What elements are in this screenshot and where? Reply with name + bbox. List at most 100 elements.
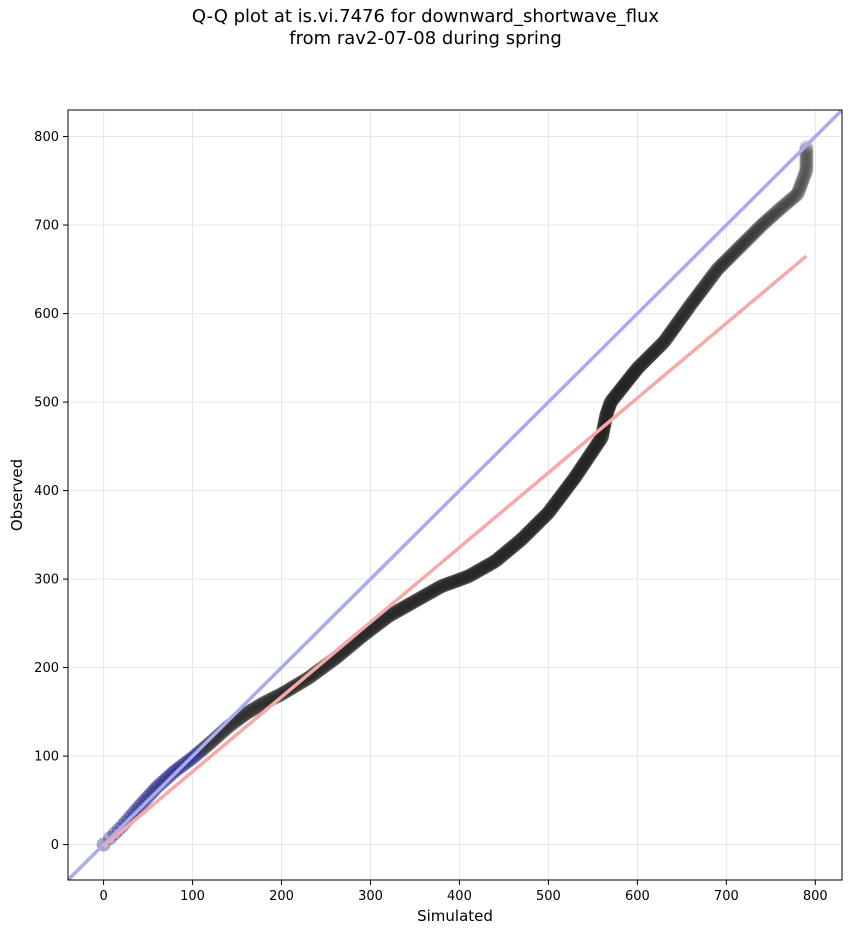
y-tick-label: 800 — [34, 130, 59, 145]
qq-point — [576, 458, 591, 473]
qq-point — [798, 166, 813, 181]
qq-point — [466, 566, 481, 581]
qq-point — [705, 268, 720, 283]
qq-point — [653, 338, 668, 353]
qq-point — [789, 188, 804, 203]
qq-point — [441, 576, 456, 591]
qq-point — [661, 328, 676, 343]
qq-point — [752, 220, 767, 235]
qq-point — [744, 228, 759, 243]
qq-point — [755, 217, 770, 232]
qq-point — [599, 406, 614, 421]
x-tick-label: 100 — [180, 889, 205, 904]
qq-point — [699, 277, 714, 292]
qq-point — [539, 507, 554, 522]
qq-point — [467, 565, 482, 580]
qq-point — [589, 438, 604, 453]
qq-point — [799, 153, 814, 168]
y-tick-label: 500 — [34, 396, 59, 411]
qq-point — [721, 251, 736, 266]
qq-point — [568, 469, 583, 484]
qq-point — [666, 322, 681, 337]
qq-point — [680, 302, 695, 317]
qq-point — [442, 576, 457, 591]
y-tick-label: 400 — [34, 484, 59, 499]
qq-point — [191, 746, 206, 761]
qq-point — [683, 298, 698, 313]
qq-point — [569, 468, 584, 483]
qq-point — [679, 303, 694, 318]
qq-point — [688, 291, 703, 306]
qq-point — [513, 533, 528, 548]
qq-point — [799, 151, 814, 166]
qq-point — [610, 386, 625, 401]
qq-point — [433, 579, 448, 594]
qq-point — [517, 529, 532, 544]
qq-point — [552, 490, 567, 505]
qq-point — [626, 366, 641, 381]
qq-point — [783, 193, 798, 208]
qq-point — [425, 584, 440, 599]
qq-point — [791, 184, 806, 199]
qq-point — [734, 238, 749, 253]
qq-point — [612, 383, 627, 398]
qq-point — [751, 221, 766, 236]
qq-point — [303, 669, 318, 684]
qq-point — [676, 307, 691, 322]
qq-point — [785, 191, 800, 206]
qq-point — [594, 429, 609, 444]
qq-point — [799, 150, 814, 165]
qq-point — [627, 365, 642, 380]
qq-point — [446, 574, 461, 589]
qq-point — [603, 395, 618, 410]
qq-point — [193, 744, 208, 759]
qq-point — [615, 379, 630, 394]
qq-point — [681, 301, 696, 316]
qq-point — [597, 414, 612, 429]
qq-point — [631, 360, 646, 375]
qq-point — [700, 274, 715, 289]
qq-point — [707, 266, 722, 281]
qq-point — [670, 315, 685, 330]
qq-point — [687, 292, 702, 307]
qq-point — [534, 512, 549, 527]
qq-point — [606, 391, 621, 406]
qq-point — [675, 309, 690, 324]
qq-point — [132, 799, 147, 814]
qq-point — [135, 796, 150, 811]
qq-point — [618, 376, 633, 391]
qq-point — [602, 400, 617, 415]
qq-point — [554, 488, 569, 503]
qq-point — [412, 591, 427, 606]
qq-point — [799, 156, 814, 171]
qq-point — [629, 362, 644, 377]
qq-point — [793, 178, 808, 193]
qq-point — [604, 393, 619, 408]
qq-point — [388, 605, 403, 620]
qq-point — [243, 703, 258, 718]
qq-point — [571, 465, 586, 480]
qq-point — [712, 260, 727, 275]
qq-point — [601, 401, 616, 416]
qq-point — [423, 585, 438, 600]
qq-point — [556, 485, 571, 500]
qq-point — [152, 777, 167, 792]
qq-point — [535, 511, 550, 526]
qq-point — [686, 293, 701, 308]
qq-point — [714, 258, 729, 273]
qq-point — [397, 600, 412, 615]
qq-point — [683, 297, 698, 312]
qq-point — [639, 352, 654, 367]
qq-point — [241, 705, 256, 720]
qq-point — [710, 262, 725, 277]
qq-point — [398, 599, 413, 614]
qq-point — [677, 306, 692, 321]
qq-point — [472, 562, 487, 577]
qq-point — [730, 242, 745, 257]
qq-point — [450, 573, 465, 588]
qq-point — [655, 336, 670, 351]
qq-point — [411, 592, 426, 607]
qq-point — [645, 346, 660, 361]
qq-point — [471, 563, 486, 578]
qq-point — [575, 459, 590, 474]
